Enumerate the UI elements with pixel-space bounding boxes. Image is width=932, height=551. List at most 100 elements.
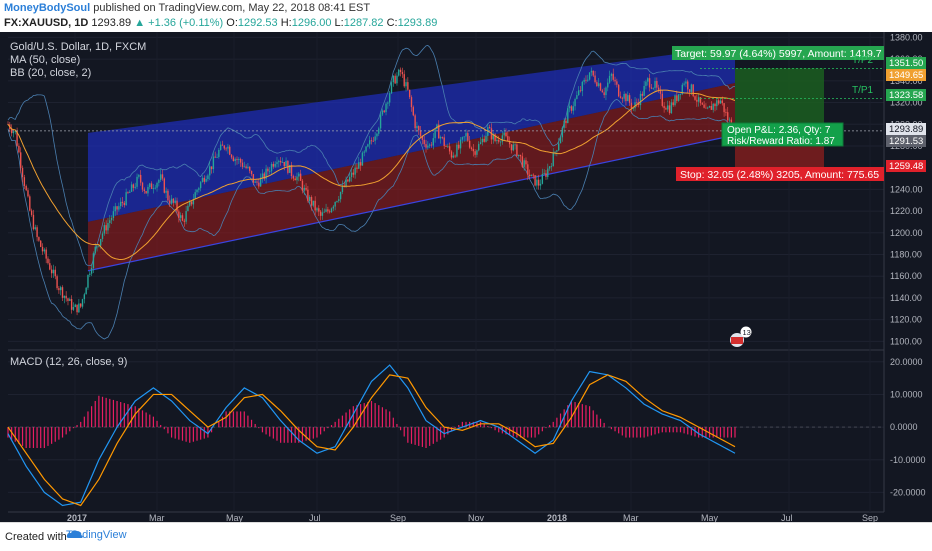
high-label: H: [280,17,292,29]
chart-area[interactable]: 1100.00 1120.00 1140.00 1160.00 1180.00 1200.… [0,32,932,522]
candle-body [107,223,109,231]
candle-body [701,103,703,105]
close-label: C: [386,17,398,29]
candle-body [121,201,124,204]
candle-body [516,144,518,157]
candle-body [254,181,256,183]
macd-hist-bar [334,421,336,428]
candle-body [499,141,502,143]
tradingview-link[interactable]: TradingView [66,529,127,541]
candle-body [556,150,558,152]
candle-body [56,276,58,289]
macd-hist-bar [490,427,493,429]
macd-hist-bar [330,425,333,428]
low-value: 1287.82 [343,17,384,29]
candle-body [465,133,467,137]
time-tick-label: Mar [149,513,165,522]
candle-body [16,131,18,146]
macd-hist-bar [21,427,24,446]
candle-body [568,106,571,109]
macd-hist-bar [458,425,460,428]
macd-hist-bar [247,415,249,428]
candle-body [179,215,182,218]
candle-body [423,139,425,145]
bb-upper-line [7,45,736,267]
candle-body [218,149,220,157]
candle-body [236,159,238,160]
macd-hist-bar [679,427,682,433]
macd-hist-bar [559,413,562,428]
bb-lower-line [7,99,736,340]
candle-body [690,84,693,92]
candle-body [245,166,247,168]
candle-body [425,144,427,148]
price-tag-ma [886,69,926,81]
time-tick-label: Sep [862,513,878,522]
candle-body [347,179,349,182]
macd-hist-bar [505,427,507,435]
macd-hist-bar [160,425,162,428]
macd-hist-bar [483,423,485,428]
candle-body [205,179,207,182]
candle-body [190,201,193,205]
candle-body [657,87,660,90]
candle-body [129,191,131,193]
candle-body [665,108,667,110]
candle-body [167,190,169,201]
candle-body [356,167,358,169]
candle-body [596,82,598,87]
candle-body [141,182,144,190]
candle-body [550,166,553,167]
candle-body [318,208,320,212]
macd-hist-bar [687,427,689,435]
time-tick-label: Nov [468,513,485,522]
candle-body [594,75,596,83]
candle-body [172,198,175,203]
candle-body [101,233,104,239]
candle-body [139,174,142,183]
author-name[interactable]: MoneyBodySoul [4,2,91,14]
macd-hist-bar [727,427,729,438]
candle-body [199,182,202,189]
candle-body [719,100,722,104]
macd-hist-bar [556,417,558,428]
macd-hist-bar [32,427,35,448]
candle-body [585,79,587,81]
candle-body [36,227,38,238]
candle-body [663,105,665,109]
candle-body [169,200,171,204]
candle-body [667,105,669,110]
macd-hist-bar [138,408,140,428]
candle-body [336,201,338,202]
candle-body [461,137,464,140]
candle-body [583,79,585,82]
price-tag-stop [886,160,926,172]
macd-hist-bar [432,427,434,444]
macd-hist-bar [650,427,652,436]
macd-hist-bar [418,427,420,446]
legend-ma: MA (50, close) [10,54,80,66]
candle-body [312,200,315,206]
macd-hist-bar [403,427,405,437]
macd-hist-bar [552,421,554,428]
symbol-label: FX:XAUUSD, 1D [4,17,89,29]
macd-hist-bar [203,427,205,439]
candle-body [536,179,538,186]
candle-body [714,103,716,107]
candle-body [149,183,151,188]
candle-body [399,69,402,73]
macd-hist-bar [665,427,667,433]
candle-body [105,225,107,231]
candle-body [354,167,356,175]
chart-svg[interactable]: 1100.00 1120.00 1140.00 1160.00 1180.00 1200.… [0,32,932,522]
candle-body [49,263,51,270]
candles [7,67,736,316]
low-label: L: [334,17,344,29]
time-tick-label: Mar [623,513,639,522]
macd-hist-bar [109,398,111,428]
candle-body [83,294,86,300]
candle-body [38,237,40,241]
macd-hist-bar [498,427,500,433]
macd-hist-bar [668,427,671,433]
macd-hist-bar [232,411,234,428]
